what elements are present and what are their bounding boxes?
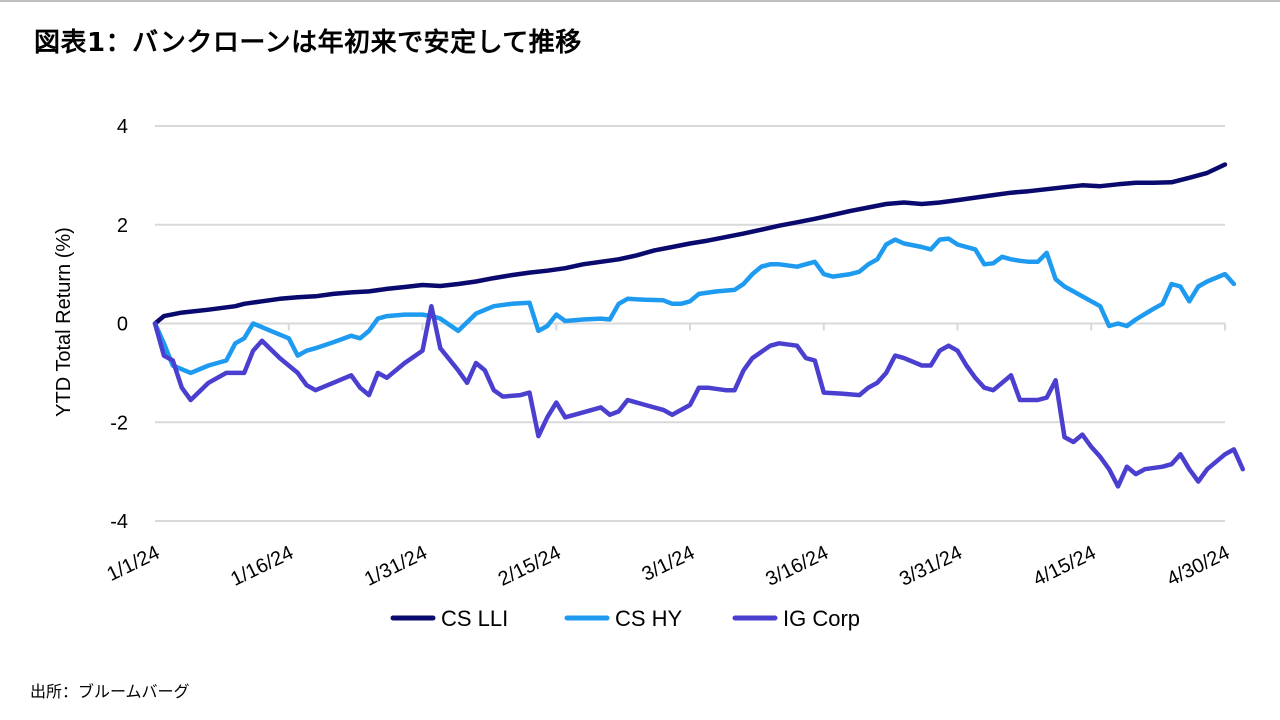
series-lines (152, 162, 1246, 489)
y-tick-label: 0 (117, 314, 128, 336)
y-tick-label: -2 (110, 412, 128, 434)
legend-label: CS LLI (441, 606, 508, 631)
x-tick-label: 3/31/24 (896, 542, 966, 591)
x-tick-label: 1/1/24 (104, 542, 164, 586)
y-axis-label: YTD Total Return (%) (53, 227, 75, 417)
legend-item: CS LLI (390, 606, 508, 631)
series-line-cs-lli (152, 162, 1228, 326)
series-line-cs-hy (152, 236, 1237, 376)
page-title: 図表1：バンクローンは年初来で安定して推移 (34, 28, 582, 58)
source-note: 出所：ブルームバーグ (30, 682, 190, 701)
y-tick-label: 4 (117, 116, 128, 138)
series-line-ig-corp (152, 303, 1246, 489)
top-rule (0, 0, 1280, 2)
x-tick-label: 2/15/24 (495, 542, 565, 591)
x-axis (154, 322, 1226, 331)
legend: CS LLI CS HY IG Corp (390, 606, 860, 631)
legend-item: IG Corp (732, 606, 860, 631)
x-tick-label: 4/15/24 (1030, 542, 1100, 591)
x-tick-label: 1/31/24 (361, 542, 431, 591)
legend-item: CS HY (564, 606, 683, 631)
y-tick-labels: -4 -2 0 2 4 (110, 116, 128, 533)
x-tick-labels: 1/1/24 1/16/24 1/31/24 2/15/24 3/1/24 3/16/24… (104, 542, 1234, 591)
x-tick-label: 1/16/24 (227, 542, 297, 591)
line-chart: -4 -2 0 2 4 1/1/24 1/16/24 1/31/24 2/15/24 3/1/2… (53, 116, 1246, 631)
x-tick-label: 4/30/24 (1164, 542, 1234, 591)
y-tick-label: 2 (117, 215, 128, 237)
y-tick-label: -4 (110, 511, 128, 533)
x-tick-label: 3/16/24 (762, 542, 832, 591)
legend-label: CS HY (615, 606, 683, 631)
x-tick-label: 3/1/24 (639, 542, 699, 586)
legend-label: IG Corp (783, 606, 860, 631)
grid-lines (155, 125, 1225, 522)
